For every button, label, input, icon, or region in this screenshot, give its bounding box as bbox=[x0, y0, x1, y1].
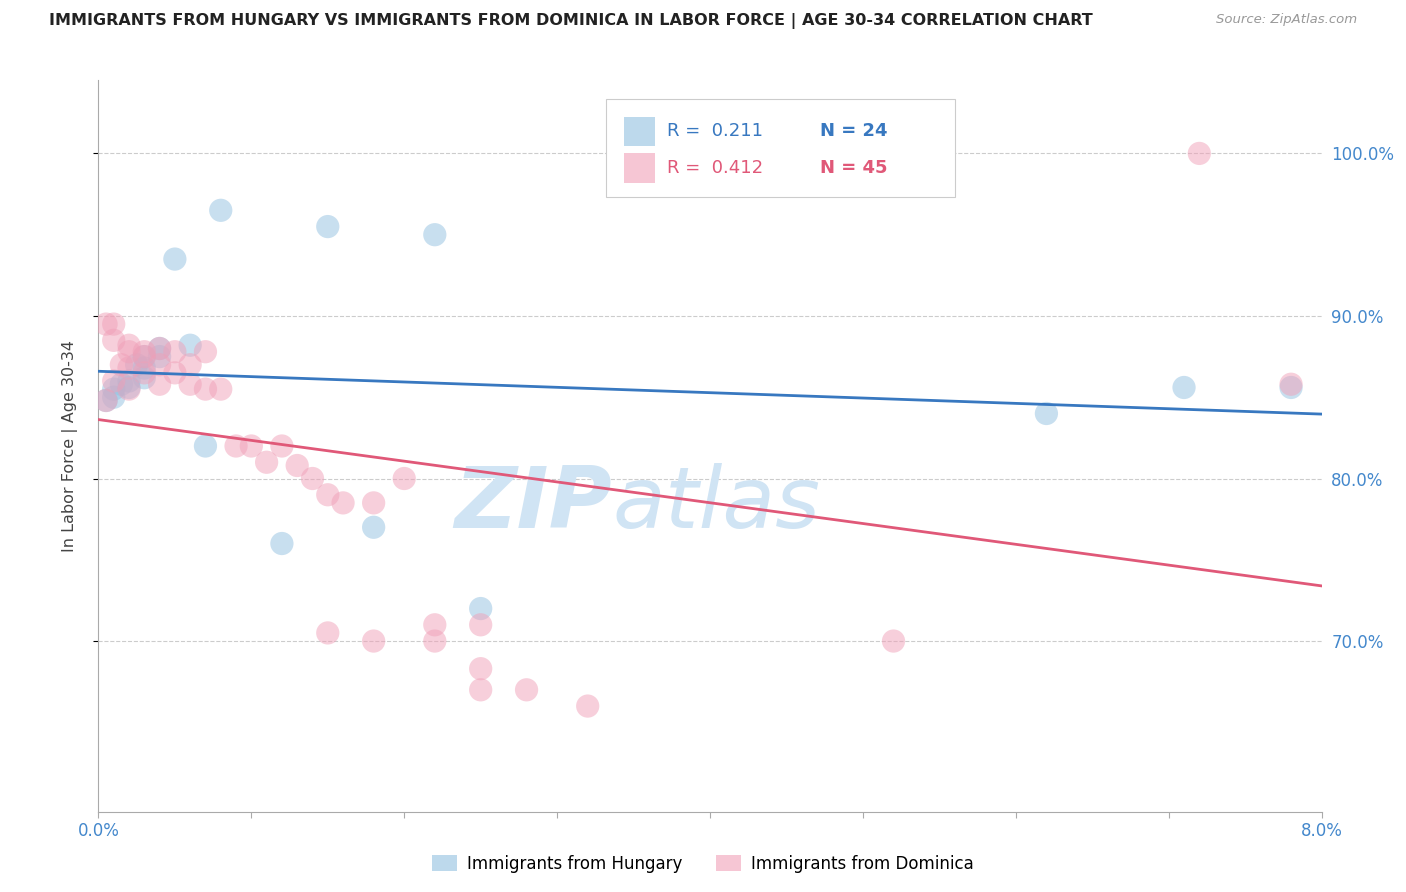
Text: ZIP: ZIP bbox=[454, 463, 612, 546]
Point bbox=[363, 520, 385, 534]
Point bbox=[270, 536, 294, 550]
Text: R =  0.412: R = 0.412 bbox=[668, 159, 763, 177]
Point bbox=[149, 342, 172, 356]
Point bbox=[163, 344, 186, 359]
Point bbox=[209, 382, 232, 396]
Point bbox=[363, 496, 385, 510]
Point bbox=[316, 626, 339, 640]
Point bbox=[256, 455, 278, 469]
Point bbox=[470, 662, 492, 676]
Y-axis label: In Labor Force | Age 30-34: In Labor Force | Age 30-34 bbox=[62, 340, 77, 552]
Point bbox=[225, 439, 247, 453]
Text: N = 45: N = 45 bbox=[820, 159, 887, 177]
Point bbox=[125, 358, 148, 372]
Point bbox=[118, 338, 141, 352]
Point bbox=[134, 370, 156, 384]
Point bbox=[516, 682, 538, 697]
Text: Source: ZipAtlas.com: Source: ZipAtlas.com bbox=[1216, 13, 1357, 27]
Point bbox=[94, 393, 117, 408]
Point bbox=[1188, 146, 1211, 161]
Point bbox=[134, 361, 156, 376]
Point bbox=[134, 344, 156, 359]
Point bbox=[110, 377, 132, 392]
Point bbox=[423, 634, 446, 648]
Point bbox=[103, 382, 125, 396]
FancyBboxPatch shape bbox=[624, 117, 655, 146]
Point bbox=[1279, 380, 1302, 394]
Point bbox=[209, 203, 232, 218]
Point bbox=[103, 390, 125, 404]
Point bbox=[470, 601, 492, 615]
Legend: Immigrants from Hungary, Immigrants from Dominica: Immigrants from Hungary, Immigrants from… bbox=[426, 848, 980, 880]
Point bbox=[103, 317, 125, 331]
FancyBboxPatch shape bbox=[624, 153, 655, 183]
Point bbox=[134, 350, 156, 364]
Point bbox=[94, 317, 117, 331]
Point bbox=[470, 617, 492, 632]
FancyBboxPatch shape bbox=[606, 99, 955, 197]
Point bbox=[270, 439, 294, 453]
Point bbox=[118, 374, 141, 388]
Point bbox=[316, 219, 339, 234]
Point bbox=[301, 471, 323, 485]
Point bbox=[332, 496, 354, 510]
Point bbox=[149, 377, 172, 392]
Point bbox=[194, 344, 217, 359]
Point bbox=[423, 227, 446, 242]
Point bbox=[163, 366, 186, 380]
Point bbox=[194, 439, 217, 453]
Point bbox=[423, 617, 446, 632]
Point bbox=[470, 682, 492, 697]
Point bbox=[1279, 377, 1302, 392]
Point bbox=[134, 350, 156, 364]
Point bbox=[118, 382, 141, 396]
Text: N = 24: N = 24 bbox=[820, 122, 887, 140]
Point bbox=[118, 380, 141, 394]
Point bbox=[149, 350, 172, 364]
Point bbox=[179, 358, 201, 372]
Point bbox=[103, 374, 125, 388]
Point bbox=[103, 334, 125, 348]
Point bbox=[94, 393, 117, 408]
Point bbox=[179, 377, 201, 392]
Point bbox=[1035, 407, 1057, 421]
Point bbox=[134, 366, 156, 380]
Point bbox=[194, 382, 217, 396]
Point bbox=[179, 338, 201, 352]
Text: IMMIGRANTS FROM HUNGARY VS IMMIGRANTS FROM DOMINICA IN LABOR FORCE | AGE 30-34 C: IMMIGRANTS FROM HUNGARY VS IMMIGRANTS FR… bbox=[49, 13, 1092, 29]
Point bbox=[149, 358, 172, 372]
Point bbox=[1173, 380, 1195, 394]
Point bbox=[240, 439, 263, 453]
Point bbox=[110, 358, 132, 372]
Point bbox=[883, 634, 905, 648]
Point bbox=[363, 634, 385, 648]
Point bbox=[118, 344, 141, 359]
Point bbox=[316, 488, 339, 502]
Point bbox=[149, 342, 172, 356]
Point bbox=[392, 471, 416, 485]
Text: atlas: atlas bbox=[612, 463, 820, 546]
Point bbox=[163, 252, 186, 266]
Point bbox=[118, 361, 141, 376]
Text: R =  0.211: R = 0.211 bbox=[668, 122, 763, 140]
Point bbox=[285, 458, 308, 473]
Point bbox=[576, 699, 599, 714]
